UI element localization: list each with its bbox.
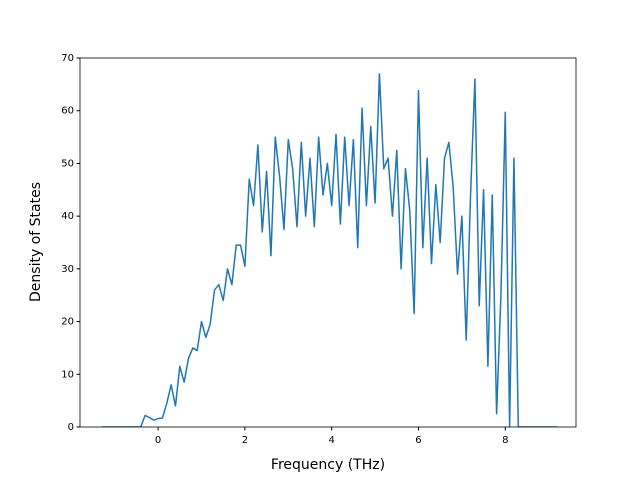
y-tick-label: 70 (61, 53, 74, 64)
y-axis-label: Density of States (28, 182, 44, 302)
x-tick-label: 6 (415, 435, 421, 446)
y-tick-label: 30 (61, 264, 74, 275)
x-tick-label: 0 (155, 435, 161, 446)
x-tick-label: 2 (242, 435, 248, 446)
x-tick-label: 8 (502, 435, 508, 446)
y-tick-label: 40 (61, 211, 74, 222)
y-tick-label: 60 (61, 106, 74, 117)
y-tick-label: 0 (68, 422, 74, 433)
y-tick-label: 50 (61, 158, 74, 169)
x-axis-label: Frequency (THz) (271, 457, 385, 473)
x-tick-label: 4 (329, 435, 335, 446)
y-tick-label: 10 (61, 369, 74, 380)
y-tick-label: 20 (61, 317, 74, 328)
line (101, 73, 558, 427)
plot-frame (79, 57, 577, 428)
